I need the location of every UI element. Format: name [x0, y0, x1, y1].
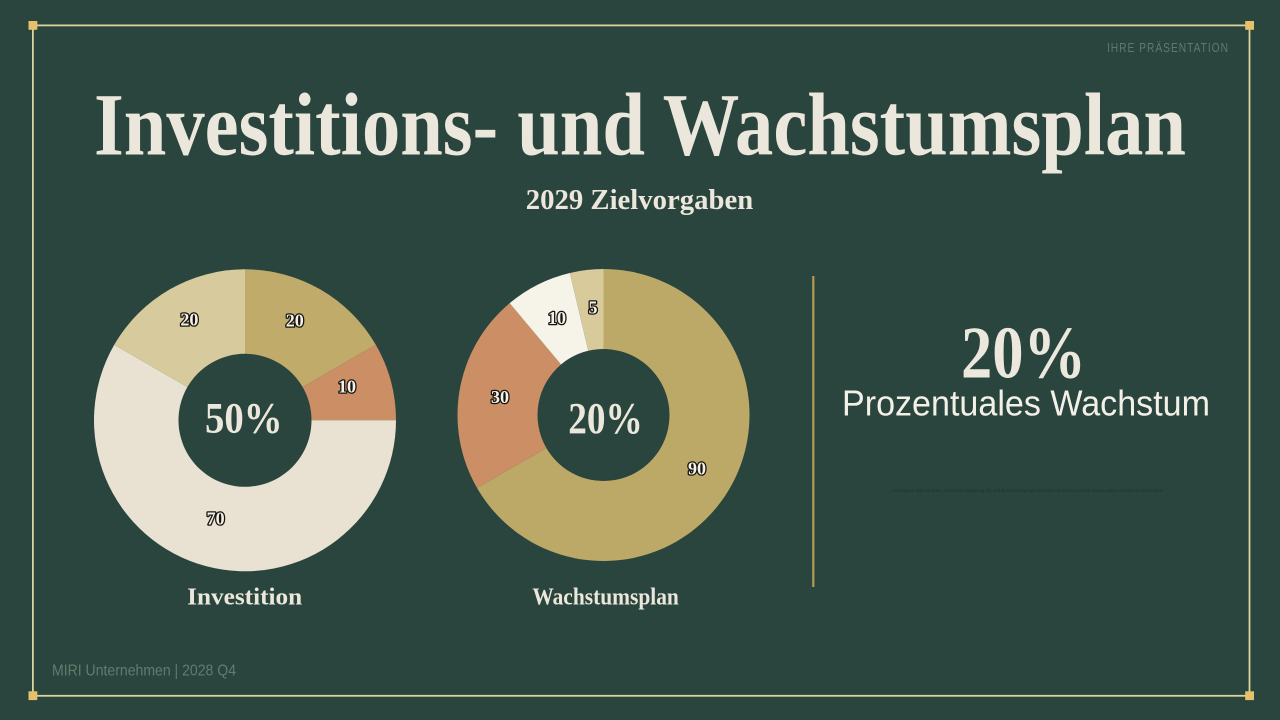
- svg-text:70: 70: [207, 508, 225, 528]
- svg-text:Prozentuales Wachstum: Prozentuales Wachstum: [842, 383, 1210, 424]
- svg-text:10: 10: [338, 377, 356, 397]
- svg-text:2029 Zielvorgaben: 2029 Zielvorgaben: [526, 184, 754, 216]
- svg-text:30: 30: [491, 387, 509, 407]
- svg-text:IHRE PRÄSENTATION: IHRE PRÄSENTATION: [1107, 40, 1229, 55]
- svg-text:20%: 20%: [568, 394, 643, 443]
- svg-text:20: 20: [180, 310, 198, 330]
- svg-text:90: 90: [688, 459, 706, 479]
- svg-text:20%: 20%: [961, 313, 1086, 395]
- svg-text:50%: 50%: [205, 395, 283, 442]
- svg-text:MIRI Unternehmen | 2028 Q4: MIRI Unternehmen | 2028 Q4: [52, 662, 236, 679]
- svg-text:Investition: Investition: [187, 585, 302, 611]
- svg-text:Wachstumsplan: Wachstumsplan: [532, 585, 679, 611]
- svg-text:Investitions- und Wachstumspla: Investitions- und Wachstumsplan: [94, 77, 1186, 175]
- svg-text:5: 5: [589, 298, 598, 318]
- svg-text:10: 10: [548, 308, 566, 328]
- svg-text:20: 20: [286, 311, 304, 331]
